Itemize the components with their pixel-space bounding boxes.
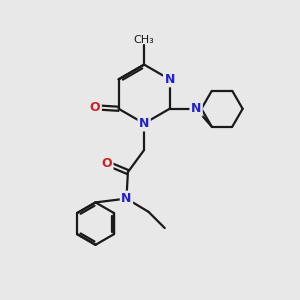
Text: N: N (164, 73, 175, 86)
Text: N: N (191, 102, 201, 115)
Text: N: N (139, 117, 149, 130)
Text: CH₃: CH₃ (134, 35, 154, 45)
Text: O: O (90, 101, 101, 114)
Text: N: N (121, 192, 132, 205)
Text: O: O (101, 157, 112, 170)
